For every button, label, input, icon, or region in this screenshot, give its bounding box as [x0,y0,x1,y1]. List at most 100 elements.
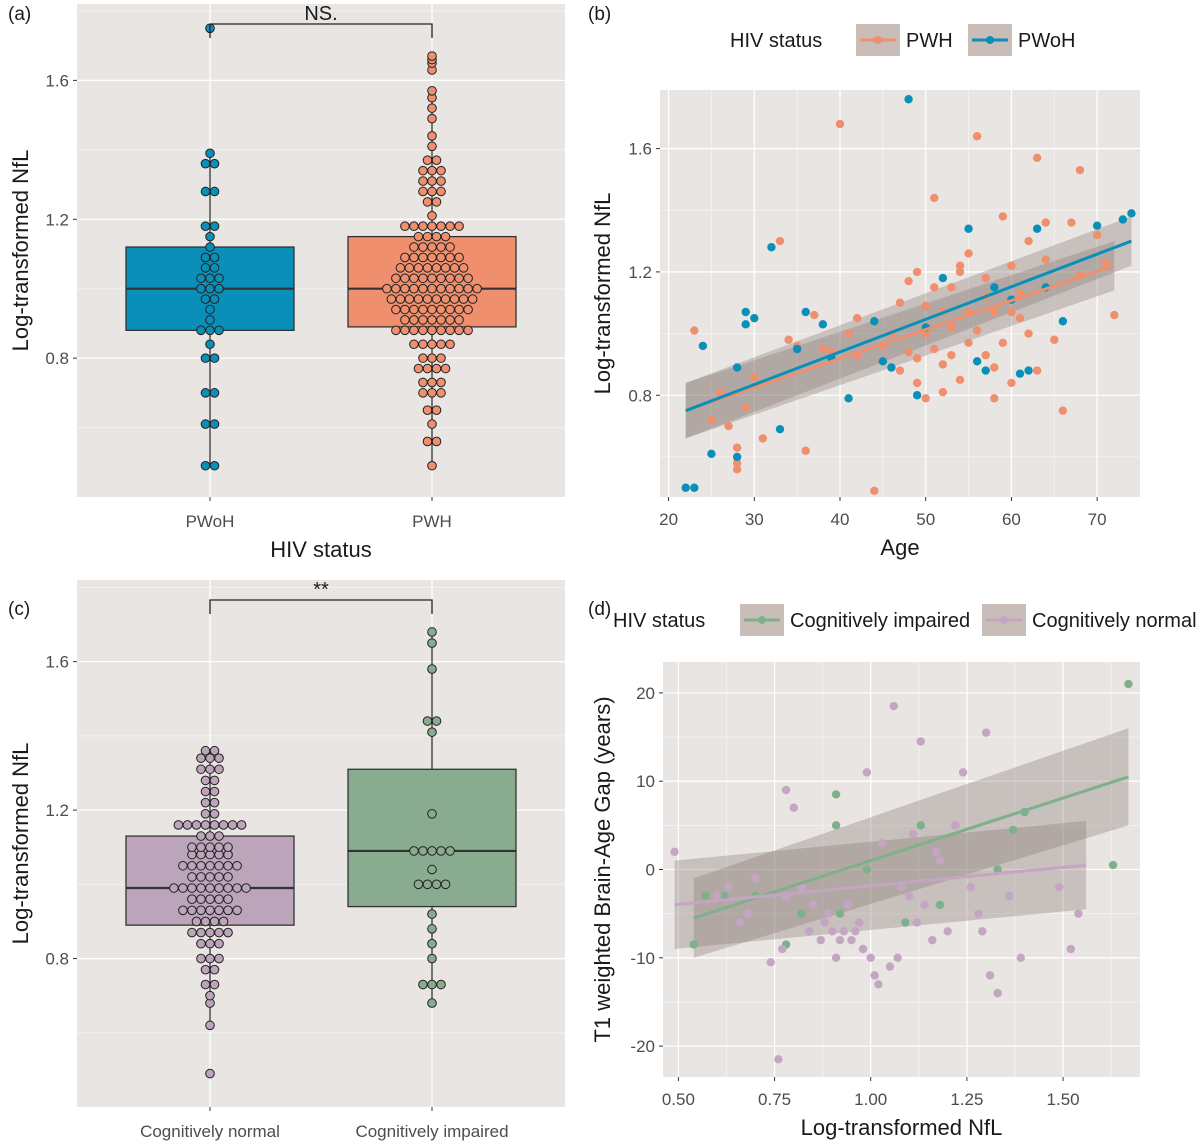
data-point [427,304,437,315]
data-point [750,313,759,323]
data-point [205,283,215,294]
data-point [178,860,188,871]
data-point [445,242,455,252]
data-point [792,344,802,354]
data-point [200,158,211,169]
data-point [214,273,224,284]
data-point [972,326,982,335]
significance-label: ** [313,579,329,601]
data-point [732,458,742,468]
data-point [955,261,965,270]
data-point [427,283,437,294]
data-point [690,483,699,492]
data-point [196,883,206,893]
data-point [858,944,868,954]
data-point [386,294,397,304]
data-point [200,263,211,273]
data-point [947,283,956,292]
data-point [409,339,419,350]
data-point [981,728,991,737]
data-point [839,927,848,936]
data-point [209,263,220,273]
data-point [427,85,437,96]
data-point [205,1020,215,1031]
data-point [778,944,787,954]
data-point [972,132,982,141]
data-point [445,221,455,231]
data-point [789,803,798,812]
data-point [418,353,428,363]
data-point [391,273,401,284]
data-point [835,935,845,945]
data-point [741,320,750,329]
data-point [436,186,446,197]
data-point [413,231,424,242]
legend-label-1: PWoH [1018,30,1075,52]
data-point [964,249,973,258]
data-point [908,829,918,839]
data-point [205,339,215,350]
x-tick-label: 50 [916,510,935,529]
y-tick-label: -20 [630,1037,655,1056]
data-point [820,918,829,927]
data-point [912,918,922,927]
data-point [187,872,197,882]
data-point [196,764,206,775]
data-point [831,953,841,962]
data-point [467,294,478,304]
data-point [382,283,392,294]
data-point [196,325,206,336]
data-point [955,267,965,277]
data-point [844,329,853,338]
data-point [431,405,442,416]
data-point [205,990,215,1001]
data-point [205,764,215,775]
data-point [418,325,428,336]
data-point [209,786,220,797]
data-point [422,363,433,374]
significance-label: NS. [304,3,337,25]
data-point [418,176,428,186]
data-point [454,252,464,263]
data-point [223,883,233,893]
data-point [931,847,941,857]
panel-c-boxplot: 0.8 1.2 1.6 Cognitively normal Cognitively i… [8,579,565,1141]
data-point [205,148,215,159]
data-point [427,186,437,197]
data-point [209,252,220,263]
data-point [427,51,437,61]
data-point [966,882,975,892]
data-point [436,377,446,388]
data-point [205,927,215,938]
y-tick-label: 0.8 [45,349,69,368]
data-point [938,273,948,283]
y-tick-label: 10 [636,772,655,791]
data-point [205,242,215,252]
data-point [472,283,482,294]
data-point [449,263,460,273]
data-point [200,294,211,304]
data-point [947,323,956,332]
data-point [391,325,401,336]
data-point [205,315,215,325]
data-point [427,924,437,934]
data-point [831,821,841,830]
data-point [1016,953,1025,962]
data-point [436,165,446,176]
data-point [427,131,437,141]
data-point [993,988,1002,998]
legend-title: HIV status [730,30,822,52]
data-point [427,165,437,176]
data-point [843,900,852,910]
panel-b-scatter: 20 30 40 50 60 70 0.8 1.2 1.6 Age Log-transformed … [588,4,1140,560]
data-point [751,874,760,883]
regression-line-1 [685,239,1132,413]
data-point [187,927,197,938]
data-point [200,460,211,471]
x-tick-label: Cognitively normal [140,1122,280,1141]
data-point [427,460,437,471]
data-point [200,775,211,786]
data-point [400,304,410,315]
data-point [1007,307,1016,317]
data-point [1041,218,1050,227]
